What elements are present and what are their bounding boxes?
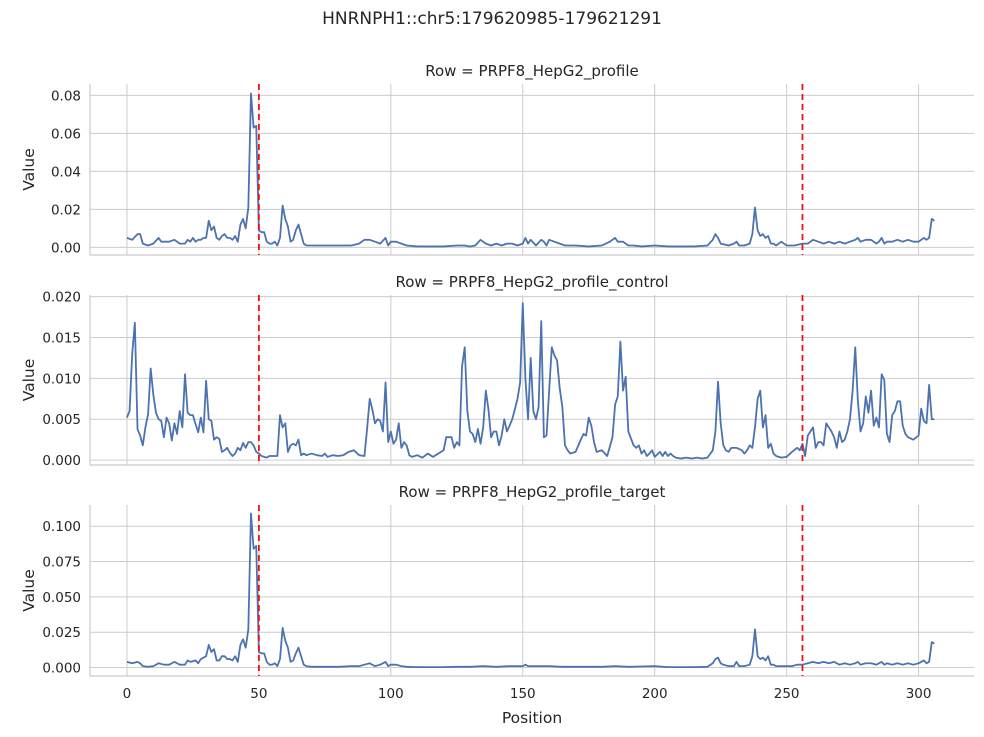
y-tick-label: 0.04 <box>51 164 81 180</box>
panel-title: Row = PRPF8_HepG2_profile_target <box>399 483 666 502</box>
panel-2: Row = PRPF8_HepG2_profile_control 0.000 0.… <box>20 273 974 469</box>
x-tick-label: 150 <box>510 686 536 702</box>
x-tick-label: 250 <box>774 686 800 702</box>
y-tick-label: 0.015 <box>42 331 81 347</box>
y-axis-label: Value <box>20 148 38 191</box>
y-tick-label: 0.06 <box>51 126 81 142</box>
x-tick-label: 50 <box>250 686 267 702</box>
y-tick-label: 0.08 <box>51 88 81 104</box>
y-tick-label: 0.100 <box>42 519 81 535</box>
panels: Row = PRPF8_HepG2_profile 0.00 0.02 0.04 0.0… <box>20 62 974 727</box>
y-tick-label: 0.00 <box>51 240 81 256</box>
y-axis-label: Value <box>20 569 38 612</box>
y-tick-label: 0.000 <box>42 661 81 677</box>
x-tick-label: 200 <box>642 686 668 702</box>
x-tick-label: 0 <box>123 686 132 702</box>
panel-title: Row = PRPF8_HepG2_profile_control <box>395 273 668 292</box>
x-tick-label: 300 <box>906 686 932 702</box>
panel-3: Row = PRPF8_HepG2_profile_target 0.000 0.0… <box>20 483 974 727</box>
y-tick-label: 0.005 <box>42 412 81 428</box>
y-tick-label: 0.02 <box>51 202 81 218</box>
series-line <box>126 512 935 668</box>
y-tick-label: 0.010 <box>42 371 81 387</box>
series-line <box>126 92 935 248</box>
series-line <box>126 302 935 460</box>
figure-title: HNRNPH1::chr5:179620985-179621291 <box>322 9 662 29</box>
panel-title: Row = PRPF8_HepG2_profile <box>425 62 639 81</box>
y-axis-label: Value <box>20 359 38 402</box>
x-axis-label: Position <box>502 709 562 727</box>
panel-1: Row = PRPF8_HepG2_profile 0.00 0.02 0.04 0.0… <box>20 62 974 256</box>
y-tick-label: 0.000 <box>42 453 81 469</box>
x-tick-label: 100 <box>378 686 404 702</box>
y-tick-label: 0.050 <box>42 590 81 606</box>
y-tick-label: 0.025 <box>42 625 81 641</box>
y-tick-label: 0.020 <box>42 290 81 306</box>
y-tick-label: 0.075 <box>42 555 81 571</box>
